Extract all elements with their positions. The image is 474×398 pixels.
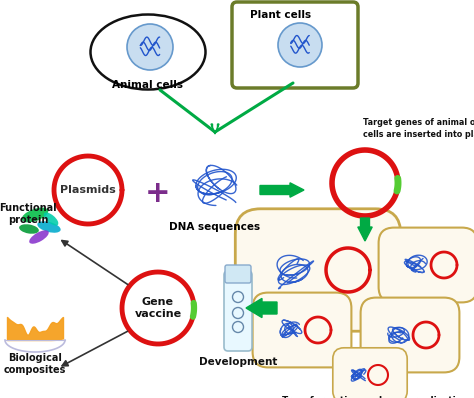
- Circle shape: [127, 24, 173, 70]
- FancyBboxPatch shape: [232, 2, 358, 88]
- Circle shape: [278, 23, 322, 67]
- Text: Plant cells: Plant cells: [250, 10, 311, 20]
- Text: Gene
vaccine: Gene vaccine: [135, 297, 182, 319]
- Text: Functional
protein: Functional protein: [0, 203, 57, 224]
- Text: Transformation and gene replication: Transformation and gene replication: [282, 396, 468, 398]
- Text: Plasmids: Plasmids: [60, 185, 116, 195]
- Ellipse shape: [22, 208, 48, 222]
- Ellipse shape: [37, 221, 61, 233]
- FancyBboxPatch shape: [333, 348, 407, 398]
- FancyBboxPatch shape: [253, 293, 351, 367]
- Ellipse shape: [19, 224, 39, 234]
- Polygon shape: [5, 340, 65, 352]
- FancyBboxPatch shape: [225, 265, 251, 283]
- FancyArrow shape: [246, 298, 277, 318]
- FancyArrow shape: [358, 218, 372, 241]
- FancyBboxPatch shape: [235, 209, 401, 331]
- Text: Biological
composites: Biological composites: [4, 353, 66, 375]
- FancyBboxPatch shape: [361, 298, 459, 373]
- FancyArrow shape: [211, 124, 219, 134]
- Ellipse shape: [44, 213, 58, 226]
- FancyBboxPatch shape: [224, 271, 252, 351]
- FancyBboxPatch shape: [379, 228, 474, 302]
- Text: +: +: [145, 179, 171, 209]
- Ellipse shape: [91, 14, 206, 90]
- Text: Development: Development: [199, 357, 277, 367]
- FancyArrow shape: [260, 183, 304, 197]
- Text: Target genes of animal or plant
cells are inserted into plasmids: Target genes of animal or plant cells ar…: [363, 118, 474, 139]
- Text: DNA sequences: DNA sequences: [169, 222, 261, 232]
- Ellipse shape: [29, 230, 49, 244]
- Text: Animal cells: Animal cells: [112, 80, 183, 90]
